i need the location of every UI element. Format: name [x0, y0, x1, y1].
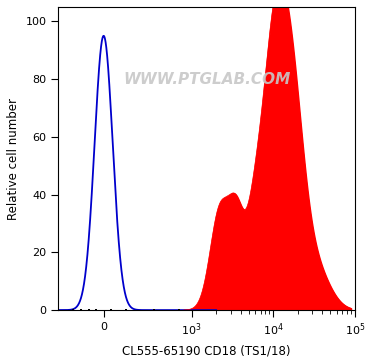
Text: WWW.PTGLAB.COM: WWW.PTGLAB.COM	[123, 72, 290, 87]
Y-axis label: Relative cell number: Relative cell number	[7, 98, 20, 219]
X-axis label: CL555-65190 CD18 (TS1/18): CL555-65190 CD18 (TS1/18)	[122, 344, 291, 357]
